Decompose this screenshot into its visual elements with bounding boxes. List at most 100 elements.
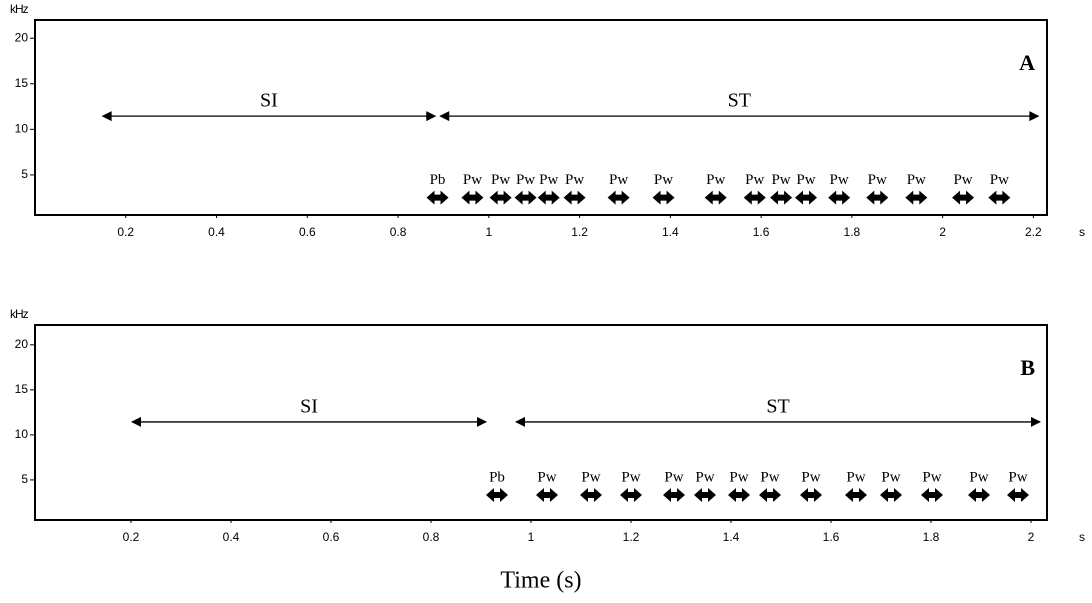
x-tick-label: 1.2 <box>623 530 640 544</box>
y-tick-label: 15 <box>15 76 29 90</box>
pulse-label: Pw <box>695 469 714 485</box>
pulse-label: Pw <box>664 469 683 485</box>
pulse-marker <box>663 487 685 502</box>
pulse-label: Pw <box>846 469 865 485</box>
x-tick-label: 2 <box>939 225 946 239</box>
pulse-marker <box>921 487 943 502</box>
pulse-marker <box>743 190 766 205</box>
x-tick-label: 1.8 <box>844 225 861 239</box>
pulse-label: Pw <box>565 172 584 188</box>
pulse-label: Pw <box>760 469 779 485</box>
pulse-marker <box>489 190 512 205</box>
pulse-label: Pw <box>463 172 482 188</box>
pulse-marker <box>704 190 727 205</box>
pulse-label: Pb <box>489 469 505 485</box>
pulse-label: Pw <box>881 469 900 485</box>
pulse-marker <box>607 190 630 205</box>
x-tick-label: 0.2 <box>123 530 140 544</box>
pulse-marker <box>537 190 560 205</box>
y-tick-label: 20 <box>15 30 29 44</box>
pulse-label: Pw <box>1008 469 1027 485</box>
pulse-label: Pw <box>516 172 535 188</box>
x-tick-label: 1.6 <box>823 530 840 544</box>
y-unit: kHz <box>10 307 29 321</box>
pulse-label: Pw <box>969 469 988 485</box>
range-label: SI <box>300 396 318 418</box>
pulse-label: Pw <box>706 172 725 188</box>
pulse-marker <box>795 190 818 205</box>
pulse-marker <box>905 190 928 205</box>
pulse-label: Pw <box>868 172 887 188</box>
x-axis-title: Time (s) <box>500 568 581 594</box>
x-tick-label: 0.4 <box>208 225 225 239</box>
x-tick-label: 0.6 <box>299 225 316 239</box>
pulse-marker <box>652 190 675 205</box>
x-tick-label: 1.2 <box>571 225 588 239</box>
pulse-marker <box>759 487 781 502</box>
x-tick-label: 0.4 <box>223 530 240 544</box>
x-tick-label: 0.2 <box>117 225 134 239</box>
x-tick-label: 1.8 <box>923 530 940 544</box>
x-tick-label: 1.4 <box>662 225 679 239</box>
panel-label: B <box>1020 355 1035 380</box>
x-tick-label: 0.8 <box>423 530 440 544</box>
pulse-marker <box>728 487 750 502</box>
range-label: SI <box>260 90 278 112</box>
x-unit: s <box>1079 530 1085 544</box>
pulse-label: Pw <box>796 172 815 188</box>
x-tick-label: 0.6 <box>323 530 340 544</box>
y-tick-label: 10 <box>15 122 29 136</box>
pulse-label: Pw <box>729 469 748 485</box>
plot-frame <box>34 324 1048 521</box>
x-tick-label: 2.2 <box>1025 225 1042 239</box>
pulse-label: Pw <box>771 172 790 188</box>
pulse-label: Pw <box>609 172 628 188</box>
y-tick-label: 10 <box>15 427 29 441</box>
pulse-marker <box>620 487 642 502</box>
pulse-label: Pw <box>621 469 640 485</box>
pulse-label: Pw <box>830 172 849 188</box>
pulse-label: Pw <box>990 172 1009 188</box>
pulse-marker <box>514 190 537 205</box>
pulse-marker <box>880 487 902 502</box>
pulse-marker <box>580 487 602 502</box>
pulse-label: Pw <box>654 172 673 188</box>
y-tick-label: 20 <box>15 337 29 351</box>
pulse-marker <box>988 190 1011 205</box>
range-label: ST <box>728 90 751 112</box>
pulse-label: Pw <box>953 172 972 188</box>
plot-frame <box>34 19 1048 216</box>
pulse-marker <box>770 190 793 205</box>
pulse-marker <box>968 487 990 502</box>
pulse-label: Pw <box>581 469 600 485</box>
pulse-marker <box>563 190 586 205</box>
x-tick-label: 1 <box>485 225 492 239</box>
y-unit: kHz <box>10 2 29 16</box>
x-tick-label: 1 <box>528 530 535 544</box>
range-label: ST <box>766 396 789 418</box>
x-tick-label: 1.6 <box>753 225 770 239</box>
pulse-label: Pw <box>801 469 820 485</box>
pulse-marker <box>952 190 975 205</box>
y-tick-label: 15 <box>15 382 29 396</box>
pulse-label: Pw <box>922 469 941 485</box>
panel-label: A <box>1019 50 1035 75</box>
y-tick-label: 5 <box>21 167 28 181</box>
pulse-marker <box>845 487 867 502</box>
x-tick-label: 0.8 <box>390 225 407 239</box>
pulse-marker <box>1007 487 1029 502</box>
pulse-marker <box>828 190 851 205</box>
pulse-label: Pw <box>491 172 510 188</box>
x-tick-label: 2 <box>1028 530 1035 544</box>
y-tick-label: 5 <box>21 472 28 486</box>
x-tick-label: 1.4 <box>723 530 740 544</box>
pulse-marker <box>426 190 449 205</box>
pulse-label: Pw <box>745 172 764 188</box>
pulse-marker <box>461 190 484 205</box>
pulse-label: Pw <box>907 172 926 188</box>
pulse-marker <box>800 487 822 502</box>
pulse-label: Pw <box>539 172 558 188</box>
pulse-marker <box>486 487 508 502</box>
